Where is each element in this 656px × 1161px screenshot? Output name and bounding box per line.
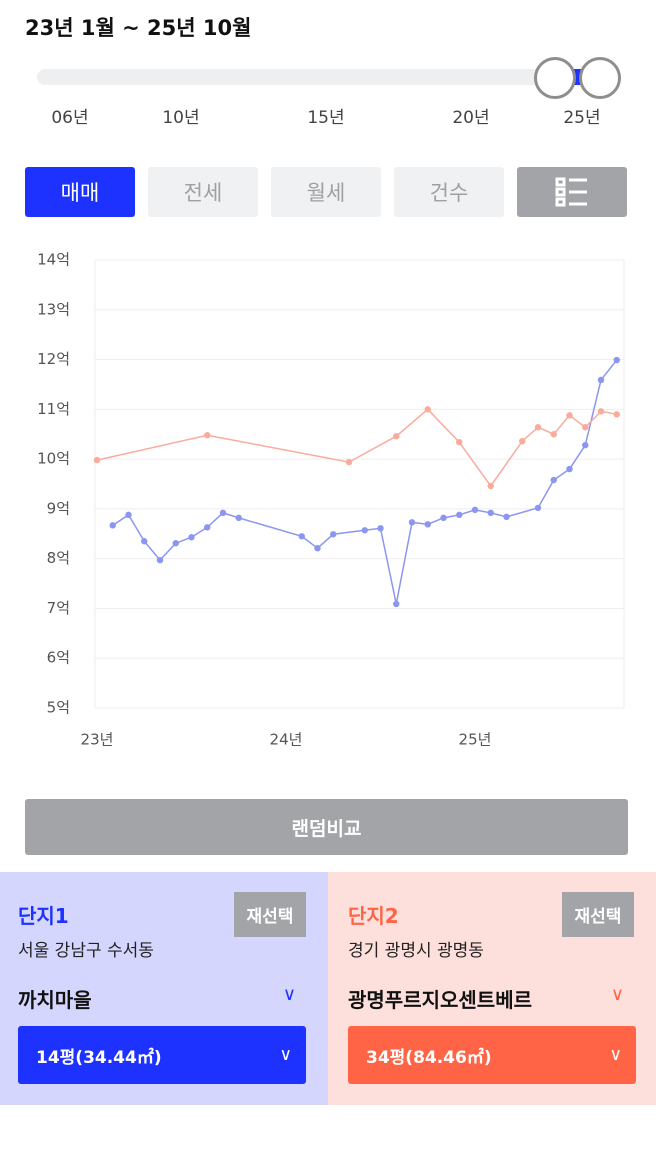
data-point [519, 437, 526, 445]
data-point [582, 441, 589, 449]
reselect-button[interactable]: 재선택 [562, 892, 634, 937]
dropdown-arrow: ∨ [279, 1045, 292, 1065]
complex-panel: 단지1 재선택 서울 강남구 수서동 까치마을 ∨ 14평(34.44㎡) ∨ [0, 872, 328, 1105]
data-point [204, 524, 211, 531]
slider-handle[interactable] [534, 57, 576, 99]
data-point [566, 412, 573, 419]
x-tick-label: 24년 [270, 731, 303, 749]
size-text: 34평(84.46㎡) [366, 1047, 492, 1068]
address: 서울 강남구 수서동 [18, 941, 154, 961]
complex-name[interactable]: 까치마을 [18, 988, 92, 1012]
data-point [109, 522, 116, 529]
data-point [550, 431, 557, 438]
data-point [597, 408, 605, 415]
y-tick-label: 5억 [47, 699, 70, 717]
reselect-button[interactable]: 재선택 [234, 892, 306, 937]
data-point [125, 511, 132, 519]
data-point [377, 525, 384, 532]
slider-label: 06년 [51, 108, 89, 128]
y-tick-label: 6억 [47, 649, 70, 667]
slider-label: 25년 [563, 108, 601, 128]
size-select[interactable]: 14평(34.44㎡) ∨ [18, 1026, 306, 1084]
y-tick-label: 11억 [37, 400, 70, 418]
data-point [550, 476, 557, 484]
slider-label: 20년 [452, 108, 490, 128]
data-point [597, 376, 605, 384]
data-point [393, 600, 400, 608]
data-point [235, 514, 242, 522]
slider-handle[interactable] [579, 57, 621, 99]
plot-frame [94, 259, 625, 709]
data-point [188, 534, 195, 541]
data-point [534, 504, 542, 512]
data-point [456, 438, 463, 446]
data-point [93, 456, 101, 464]
dropdown-arrow[interactable]: ∨ [282, 984, 296, 1005]
data-point [440, 514, 447, 522]
data-point [408, 519, 416, 526]
tab[interactable]: 월세 [271, 167, 381, 217]
dropdown-arrow[interactable]: ∨ [610, 984, 624, 1005]
slider-label: 10년 [162, 108, 200, 128]
x-tick-label: 23년 [81, 731, 114, 749]
data-point [424, 406, 431, 413]
data-point [345, 458, 353, 466]
data-point [393, 433, 400, 440]
data-point [471, 506, 479, 514]
series-line [112, 359, 618, 605]
data-point [534, 424, 542, 431]
chart: 5억 6억 7억 8억 9억 10억 11억 12억 13억 14억 23년 24년 25년 [37, 251, 625, 749]
data-point [613, 411, 620, 418]
data-point [156, 556, 164, 564]
data-point [487, 482, 494, 490]
tab[interactable]: 전세 [148, 167, 258, 217]
complex-name[interactable]: 광명푸르지오센트베르 [348, 988, 532, 1012]
data-point [172, 540, 179, 547]
data-point [613, 356, 620, 364]
y-tick-label: 7억 [47, 599, 70, 617]
data-point [219, 509, 227, 517]
random-compare-button[interactable]: 랜덤비교 [25, 799, 628, 855]
complex-title: 단지2 [348, 904, 399, 928]
y-tick-label: 9억 [47, 499, 70, 517]
address: 경기 광명시 광명동 [348, 941, 484, 961]
y-tick-label: 12억 [37, 350, 70, 368]
data-point [361, 527, 368, 534]
data-point [141, 538, 148, 545]
data-point [582, 424, 589, 431]
data-point [314, 545, 321, 552]
complex-title: 단지1 [18, 904, 69, 928]
y-tick-label: 8억 [47, 549, 70, 567]
data-point [503, 513, 510, 521]
period: 23년 1월 ~ 25년 10월 [25, 16, 252, 40]
list-toggle[interactable] [517, 167, 627, 217]
slider-range [574, 69, 582, 85]
data-point [298, 533, 305, 540]
dropdown-arrow: ∨ [609, 1045, 622, 1065]
list-icon [555, 177, 587, 207]
y-tick-label: 13억 [37, 300, 70, 318]
size-select[interactable]: 34평(84.46㎡) ∨ [348, 1026, 636, 1084]
size-text: 14평(34.44㎡) [36, 1047, 162, 1068]
tab[interactable]: 건수 [394, 167, 504, 217]
data-point [566, 465, 573, 473]
y-tick-label: 10억 [37, 450, 70, 468]
data-point [204, 432, 211, 439]
y-tick-label: 14억 [37, 251, 70, 269]
complex-panel: 단지2 재선택 경기 광명시 광명동 광명푸르지오센트베르 ∨ 34평(84.4… [328, 872, 656, 1105]
data-point [487, 509, 494, 517]
slider-label: 15년 [307, 108, 345, 128]
data-point [330, 531, 337, 538]
x-tick-label: 25년 [459, 731, 492, 749]
series-line [96, 408, 617, 488]
data-point [424, 521, 431, 528]
data-point [456, 511, 463, 519]
tab[interactable]: 매매 [25, 167, 135, 217]
slider-track[interactable] [37, 69, 607, 85]
